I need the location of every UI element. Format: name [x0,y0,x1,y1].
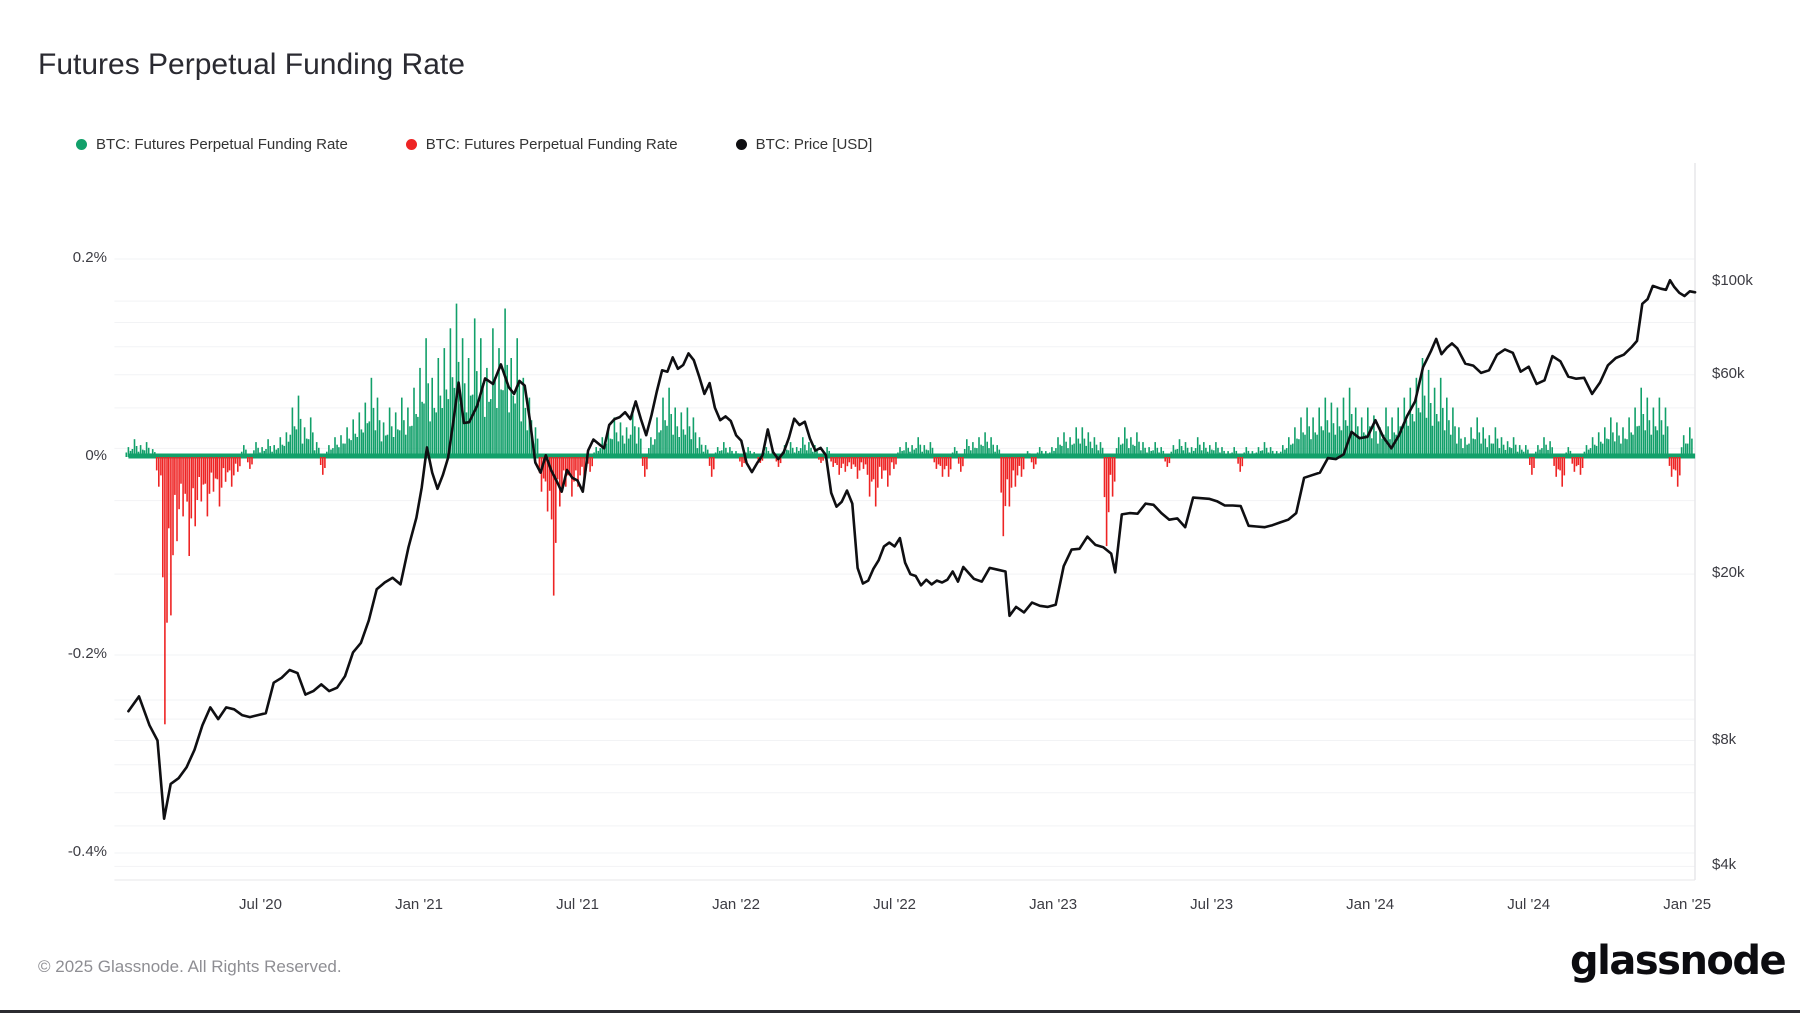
y-axis-tick-label-right: $8k [1712,730,1737,748]
copyright-text: © 2025 Glassnode. All Rights Reserved. [38,957,342,976]
black-dot-icon [735,139,747,150]
y-axis-tick-label-left: -0.4% [67,843,107,860]
x-axis-tick-label: Jul '20 [239,896,282,913]
x-axis-tick-label: Jan '21 [395,896,443,913]
legend-item-price[interactable]: BTC: Price [USD] [735,136,873,153]
y-axis-tick-label-right: $60k [1712,364,1745,382]
y-axis-tick-label-right: $100k [1712,272,1753,289]
x-axis-tick-label: Jan '25 [1663,896,1712,913]
green-dot-icon [76,139,87,150]
x-axis-tick-label: Jul '22 [873,896,917,913]
y-axis-tick-label-right: $4k [1712,856,1737,874]
glassnode-logo: glassnode [1570,938,1787,984]
x-axis-tick-label: Jul '23 [1190,896,1234,913]
y-axis-tick-label-left: 0% [85,447,107,464]
x-axis-tick-label: Jul '24 [1507,896,1551,913]
bottom-border [0,1010,1800,1013]
x-axis-tick-label: Jul '21 [556,896,599,913]
legend: BTC: Futures Perpetual Funding Rate BTC:… [76,136,872,153]
x-axis-tick-label: Jan '24 [1346,896,1395,913]
legend-label: BTC: Futures Perpetual Funding Rate [96,136,348,153]
y-axis-tick-label-left: 0.2% [72,249,107,266]
legend-label: BTC: Price [USD] [755,136,873,153]
y-axis-tick-label-right: $20k [1712,564,1745,582]
x-axis-tick-label: Jan '22 [712,896,760,913]
legend-item-funding-negative[interactable]: BTC: Futures Perpetual Funding Rate [405,136,678,153]
red-dot-icon [405,139,417,150]
legend-item-funding-positive[interactable]: BTC: Futures Perpetual Funding Rate [76,136,348,153]
page-title: Futures Perpetual Funding Rate [38,48,465,81]
legend-label: BTC: Futures Perpetual Funding Rate [425,136,678,153]
y-axis-tick-label-left: -0.2% [67,645,107,662]
x-axis-tick-label: Jan '23 [1029,896,1078,913]
